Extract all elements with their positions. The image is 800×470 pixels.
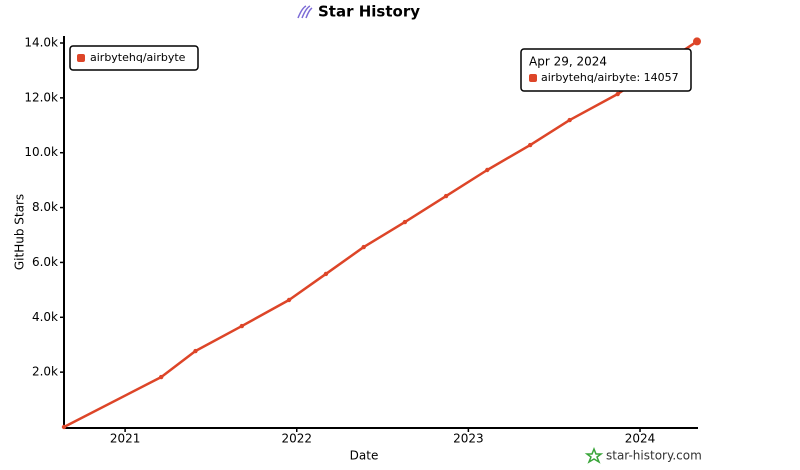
watermark: star-history.com — [584, 446, 702, 464]
data-point — [61, 424, 67, 430]
tooltip-box — [520, 48, 692, 92]
y-tick-label: 2.0k — [32, 365, 58, 379]
x-tick-label: 2022 — [281, 432, 312, 446]
legend-label: airbytehq/airbyte — [90, 51, 186, 64]
legend-swatch — [77, 54, 85, 62]
x-axis-label: Date — [350, 449, 379, 463]
y-tick-label: 10.0k — [24, 145, 58, 159]
chart-title: Star History — [318, 3, 420, 21]
y-tick-label: 4.0k — [32, 310, 58, 324]
series-line — [63, 40, 698, 429]
tooltip: Apr 29, 2024 airbytehq/airbyte: 14057 — [520, 48, 692, 92]
data-point — [158, 374, 164, 380]
x-tick-label: 2024 — [625, 432, 656, 446]
data-point — [615, 91, 620, 97]
data-point — [239, 323, 245, 329]
data-point — [693, 37, 701, 46]
y-tick-label: 8.0k — [32, 200, 58, 214]
data-point — [567, 117, 572, 123]
data-point — [361, 244, 366, 250]
data-point — [485, 167, 490, 173]
data-point — [527, 142, 533, 148]
data-point — [443, 193, 449, 199]
data-point — [286, 297, 292, 303]
x-tick-label: 2021 — [110, 432, 141, 446]
y-tick-label: 14.0k — [24, 36, 58, 50]
watermark-icon — [584, 446, 604, 464]
x-tick-label: 2023 — [453, 432, 484, 446]
y-axis-label: GitHub Stars — [13, 194, 27, 270]
data-point — [402, 219, 408, 225]
y-tick-label: 6.0k — [32, 255, 58, 269]
legend: airbytehq/airbyte — [69, 45, 199, 71]
title-icon — [297, 5, 313, 19]
legend-box — [69, 45, 199, 71]
tooltip-swatch — [529, 74, 537, 82]
data-point — [193, 348, 198, 354]
watermark-text: star-history.com — [606, 449, 702, 463]
tooltip-title: Apr 29, 2024 — [529, 55, 607, 69]
tooltip-label: airbytehq/airbyte: 14057 — [541, 71, 679, 84]
data-point — [323, 271, 329, 277]
y-tick-label: 12.0k — [24, 90, 58, 104]
